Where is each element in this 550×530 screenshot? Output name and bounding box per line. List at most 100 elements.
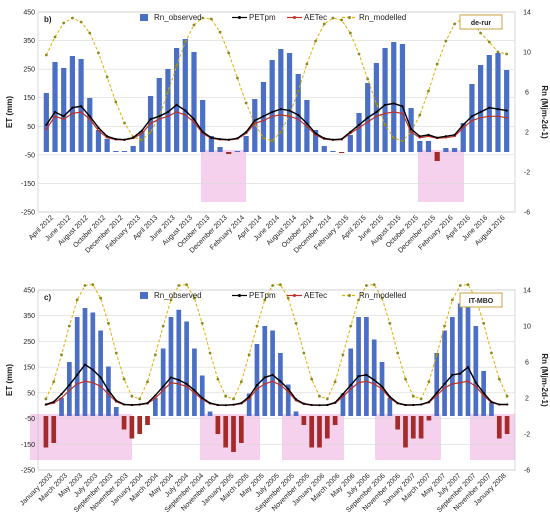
- rn-modelled-point: [200, 321, 204, 325]
- rn-observed-bar: [215, 416, 221, 434]
- rn-observed-bar: [395, 416, 401, 430]
- legend: Rn_observed PETpm AETec Rn_modelled: [140, 13, 406, 22]
- petpm-point: [123, 138, 126, 141]
- panel-label: b): [44, 15, 52, 24]
- legend-swatch-rn_observed: [140, 292, 148, 299]
- aetec-point: [380, 388, 384, 390]
- rn-observed-bar: [426, 416, 432, 421]
- rn-modelled-point: [105, 75, 109, 79]
- rn-observed-bar: [98, 330, 103, 416]
- petpm-point: [357, 123, 361, 126]
- petpm-point: [271, 110, 274, 114]
- aetec-point: [427, 135, 430, 137]
- rn-modelled-point: [161, 324, 165, 328]
- petpm-line: [45, 363, 508, 406]
- aetec-point: [91, 381, 95, 384]
- rn-modelled-point: [218, 30, 222, 34]
- rn-modelled-point: [427, 380, 431, 384]
- site-label: IT-MBO: [469, 298, 494, 305]
- aetec-point: [200, 398, 204, 400]
- petpm-point: [287, 387, 290, 391]
- rn-observed-bar: [434, 152, 440, 161]
- rn-observed-bar: [104, 139, 110, 152]
- petpm-point: [435, 391, 438, 394]
- rn-observed-bar: [121, 416, 127, 430]
- aetec-point: [388, 397, 392, 399]
- aetec-point: [244, 132, 248, 135]
- rn-modelled-point: [227, 51, 231, 55]
- petpm-point: [392, 102, 395, 105]
- rn-modelled-point: [122, 377, 126, 381]
- rn-modelled-point: [380, 296, 384, 300]
- aetec-point: [253, 122, 257, 125]
- rn-modelled-point: [185, 283, 189, 286]
- petpm-point: [470, 115, 474, 118]
- aetec-point: [62, 118, 66, 120]
- rn-modelled-point: [348, 31, 352, 35]
- aetec-point: [71, 112, 74, 115]
- legend-marker-aetec: [293, 294, 296, 297]
- aetec-point: [372, 383, 376, 385]
- petpm-point: [436, 136, 439, 139]
- y-right-tick-label: 6: [525, 90, 529, 97]
- rn-modelled-point: [374, 102, 378, 106]
- petpm-point: [418, 135, 421, 138]
- petpm-point: [427, 400, 431, 403]
- rn-modelled-point: [232, 397, 235, 401]
- rn-modelled-point: [450, 298, 454, 302]
- petpm-point: [505, 403, 509, 406]
- y-right-tick-label: -2: [524, 432, 530, 439]
- rn-observed-bar: [450, 317, 455, 416]
- rn-observed-bar: [473, 326, 479, 416]
- rn-observed-bar: [139, 131, 145, 152]
- rn-observed-bar: [168, 317, 174, 416]
- rn-modelled-point: [75, 298, 79, 302]
- rn-observed-bar: [130, 146, 136, 152]
- rn-observed-bar: [330, 151, 336, 152]
- rn-observed-bar: [121, 151, 128, 152]
- petpm-point: [184, 109, 187, 112]
- petpm-point: [83, 363, 87, 366]
- y-left-tick-label: 450: [23, 288, 35, 295]
- aetec-point: [444, 137, 448, 139]
- rn-observed-bar: [324, 416, 330, 439]
- rn-modelled-point: [401, 139, 404, 143]
- petpm-point: [294, 398, 298, 401]
- petpm-point: [106, 135, 109, 138]
- rn-observed-bar: [443, 148, 449, 152]
- aetec-point: [466, 380, 470, 382]
- rn-modelled-point: [458, 284, 462, 287]
- rn-observed-bar: [231, 416, 236, 452]
- rn-observed-bar: [137, 416, 143, 434]
- rn-observed-bar: [312, 130, 319, 152]
- petpm-point: [122, 403, 126, 406]
- petpm-point: [97, 126, 100, 129]
- rn-observed-bar: [477, 65, 484, 152]
- rn-modelled-point: [140, 138, 144, 142]
- petpm-point: [341, 393, 345, 396]
- aetec-point: [60, 397, 63, 399]
- rn-observed-bar: [43, 93, 49, 152]
- rn-observed-bar: [295, 74, 301, 152]
- petpm-point: [99, 376, 102, 379]
- aetec-point: [88, 118, 92, 120]
- legend-marker-petpm: [238, 16, 241, 19]
- rn-observed-bar: [399, 44, 406, 152]
- rn-observed-bar: [391, 42, 397, 152]
- aetec-point: [375, 115, 378, 117]
- rn-observed-bar: [356, 113, 362, 152]
- rn-modelled-point: [91, 283, 95, 286]
- rn-observed-bar: [460, 123, 466, 152]
- aetec-point: [392, 111, 396, 113]
- rn-modelled-point: [44, 53, 48, 57]
- y-left-tick-label: -150: [21, 181, 35, 188]
- petpm-point: [490, 400, 493, 403]
- petpm-point: [318, 404, 321, 407]
- rn-observed-bar: [270, 330, 275, 416]
- y-left-tick-label: -150: [21, 442, 35, 449]
- petpm-point: [482, 391, 485, 394]
- rn-observed-bar: [356, 317, 361, 416]
- aetec-point: [470, 119, 474, 122]
- aetec-point: [105, 137, 109, 139]
